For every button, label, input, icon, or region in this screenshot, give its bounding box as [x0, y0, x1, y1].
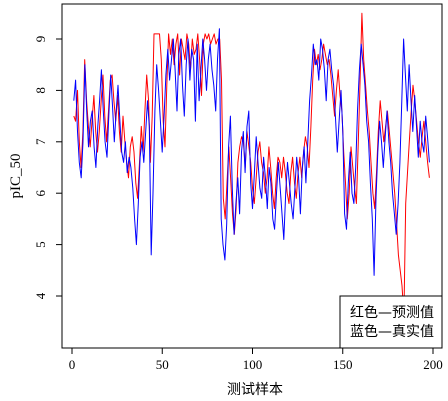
- legend-entry-actual: 蓝色—真实值: [350, 323, 434, 340]
- x-axis: 0 50 100 150 200: [69, 348, 443, 372]
- y-tick-label: 8: [33, 87, 48, 94]
- legend-entry-predicted: 红色—预测值: [350, 304, 434, 321]
- x-tick-label: 150: [333, 357, 353, 372]
- x-tick-label: 200: [423, 357, 443, 372]
- legend: 红色—预测值 蓝色—真实值: [339, 295, 443, 349]
- legend-box: [339, 295, 443, 349]
- y-axis: 4 5 6 7 8 9: [33, 36, 62, 299]
- y-tick-label: 6: [33, 189, 48, 196]
- x-tick-label: 50: [156, 357, 169, 372]
- series-line-actual: [73, 28, 430, 276]
- y-tick-label: 9: [33, 36, 48, 43]
- x-tick-label: 0: [69, 357, 76, 372]
- x-tick-label: 100: [243, 357, 263, 372]
- y-axis-title: pIC_50: [8, 154, 24, 199]
- y-tick-label: 5: [33, 241, 48, 248]
- series-layer: [73, 12, 430, 318]
- series-line-predicted: [73, 12, 430, 318]
- y-tick-label: 4: [33, 292, 48, 299]
- x-axis-title: 测试样本: [227, 382, 283, 398]
- y-tick-label: 7: [33, 138, 48, 145]
